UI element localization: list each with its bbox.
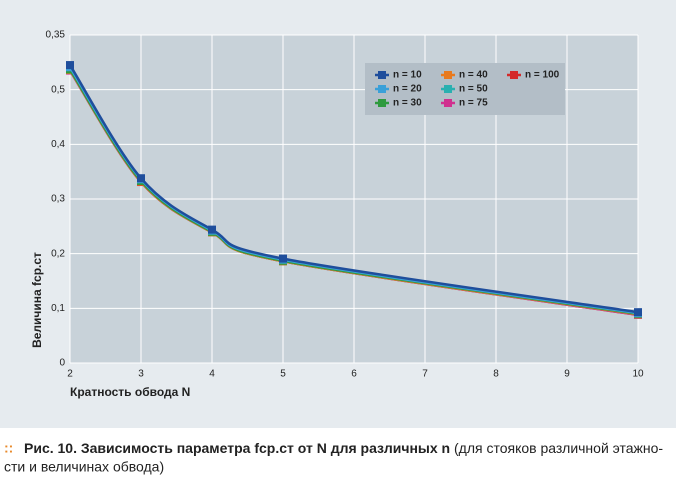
y-tick-label: 0 xyxy=(59,358,65,369)
legend-label: n = 10 xyxy=(393,70,422,81)
caption-bold: Рис. 10. Зависимость параметра fср.ст от… xyxy=(24,440,450,456)
x-tick-label: 3 xyxy=(138,369,144,380)
point-marker xyxy=(137,174,145,183)
x-tick-label: 7 xyxy=(422,369,428,380)
y-axis-label: Величина fср.ст xyxy=(30,252,44,348)
x-tick-label: 10 xyxy=(632,369,644,380)
legend-label: n = 40 xyxy=(459,70,488,81)
x-axis-label: Кратность обвода N xyxy=(70,385,190,399)
x-tick-label: 6 xyxy=(351,369,357,380)
x-tick-label: 5 xyxy=(280,369,286,380)
caption-text: сти и величинах обвода) xyxy=(4,459,164,475)
legend-swatch-marker xyxy=(444,99,452,107)
legend-box xyxy=(365,63,565,115)
legend-swatch-marker xyxy=(378,85,386,93)
point-marker xyxy=(634,308,642,317)
legend-swatch-marker xyxy=(378,71,386,79)
x-tick-label: 2 xyxy=(67,369,73,380)
legend-swatch-marker xyxy=(444,85,452,93)
caption: Рис. 10. Зависимость параметра fср.ст от… xyxy=(24,440,663,456)
point-marker xyxy=(66,61,74,70)
y-tick-label: 0,5 xyxy=(51,84,65,95)
y-tick-label: 0,35 xyxy=(46,30,66,41)
y-tick-label: 0,2 xyxy=(51,248,65,259)
y-tick-label: 0,3 xyxy=(51,194,65,205)
legend-label: n = 20 xyxy=(393,84,422,95)
point-marker xyxy=(208,225,216,234)
legend-swatch-marker xyxy=(510,71,518,79)
legend-label: n = 100 xyxy=(525,70,560,81)
caption-text: (для стояков различной этажно- xyxy=(454,440,663,456)
legend-label: n = 50 xyxy=(459,84,488,95)
x-tick-label: 4 xyxy=(209,369,215,380)
y-tick-label: 0,4 xyxy=(51,139,65,150)
legend-swatch-marker xyxy=(444,71,452,79)
legend-label: n = 75 xyxy=(459,98,488,109)
legend-swatch-marker xyxy=(378,99,386,107)
caption-marker: :: xyxy=(4,440,13,456)
point-marker xyxy=(279,254,287,263)
series-line xyxy=(68,64,639,314)
x-tick-label: 9 xyxy=(564,369,570,380)
legend-label: n = 30 xyxy=(393,98,422,109)
x-tick-label: 8 xyxy=(493,369,499,380)
y-tick-label: 0,1 xyxy=(51,303,65,314)
